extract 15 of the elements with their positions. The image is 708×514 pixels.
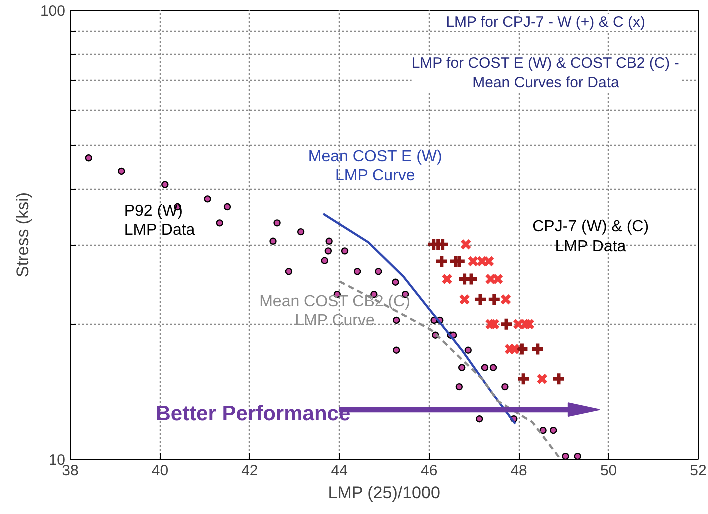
x-tick-label: 50 <box>600 462 618 480</box>
text: Mean COST E (W) LMP Curve <box>308 148 442 184</box>
x-tick-label: 40 <box>152 462 169 480</box>
x-tick-label: 52 <box>690 462 707 480</box>
y-axis-title: Stress (ksi) <box>13 192 32 278</box>
annotation: LMP for COST E (W) & COST CB2 (C) - Mean Curves for Data <box>412 54 680 92</box>
annotation: LMP for CPJ-7 - W (+) & C (x) <box>446 14 646 32</box>
series-label: P92 (W) LMP Data <box>124 203 196 239</box>
x-tick-label: 46 <box>421 462 438 480</box>
x-axis-title: LMP (25)/1000 <box>328 484 440 502</box>
y-tick-label: 100 <box>40 3 66 20</box>
x-tick-label: 44 <box>331 462 348 480</box>
x-tick-label: 42 <box>242 462 258 480</box>
annotation: CPJ-7 (W) & (C) LMP Data <box>532 218 650 256</box>
x-tick-label: 48 <box>510 462 528 480</box>
